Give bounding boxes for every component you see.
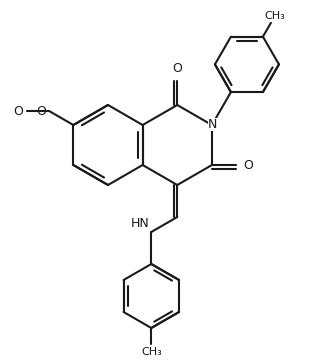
Text: O: O [13, 104, 23, 117]
Text: N: N [208, 117, 217, 131]
Text: CH₃: CH₃ [141, 347, 162, 357]
Text: HN: HN [131, 217, 149, 230]
Text: O: O [36, 104, 46, 117]
Text: CH₃: CH₃ [265, 11, 285, 21]
Text: O: O [172, 62, 182, 75]
Text: O: O [243, 158, 253, 171]
